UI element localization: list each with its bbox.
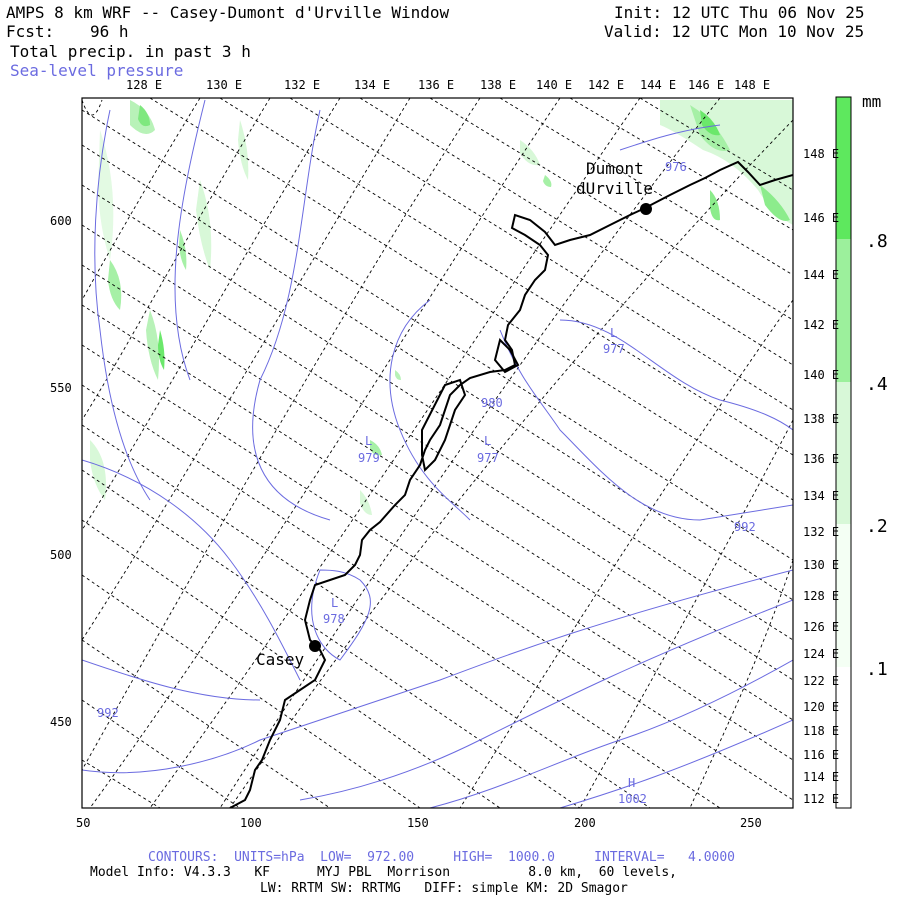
left-axis-tick: 450 xyxy=(50,715,72,729)
colorbar-seg-0 xyxy=(836,667,851,808)
top-longitude-label: 146 E xyxy=(688,78,725,92)
top-longitude-label: 130 E xyxy=(206,78,243,92)
right-longitude-label: 126 E xyxy=(803,620,840,634)
station-label-dumont-line2: dUrville xyxy=(576,179,654,198)
right-longitude-label: 134 E xyxy=(803,489,840,503)
right-longitude-label: 144 E xyxy=(803,268,840,282)
plot-frame xyxy=(81,97,794,809)
right-longitude-label: 130 E xyxy=(803,558,840,572)
colorbar-level: .2 xyxy=(866,516,888,537)
isobar-label: 977 xyxy=(477,451,499,465)
top-longitude-label: 142 E xyxy=(588,78,625,92)
right-longitude-label: 136 E xyxy=(803,452,840,466)
top-longitude-label: 128 E xyxy=(126,78,163,92)
right-longitude-label: 124 E xyxy=(803,647,840,661)
top-longitude-label: 144 E xyxy=(640,78,677,92)
low-pressure-marker: L xyxy=(365,434,373,448)
top-longitude-label: 140 E xyxy=(536,78,573,92)
right-longitude-label: 128 E xyxy=(803,589,840,603)
colorbar-level: .4 xyxy=(866,374,888,395)
isobar-label: 992 xyxy=(97,706,119,720)
forecast-label: Fcst: xyxy=(6,22,55,41)
right-longitude-label: 132 E xyxy=(803,525,840,539)
plot-title: AMPS 8 km WRF -- Casey-Dumont d'Urville … xyxy=(6,3,450,22)
right-longitude-label: 116 E xyxy=(803,748,840,762)
high-pressure-marker: H xyxy=(628,776,636,790)
bottom-axis-tick: 200 xyxy=(574,816,596,830)
low-pressure-marker: L xyxy=(610,326,618,340)
low-pressure-marker: L xyxy=(484,434,492,448)
colorbar-seg-02 xyxy=(836,382,851,524)
isobars xyxy=(82,99,793,808)
init-time: Init: 12 UTC Thu 06 Nov 25 xyxy=(614,3,865,22)
top-longitude-label: 148 E xyxy=(734,78,771,92)
bottom-axis-tick: 250 xyxy=(740,816,762,830)
isobar-label: 978 xyxy=(323,612,345,626)
station-marker-casey xyxy=(309,640,321,652)
right-longitude-label: 122 E xyxy=(803,674,840,688)
top-longitude-label: 134 E xyxy=(354,78,391,92)
colorbar-seg-04 xyxy=(836,239,851,382)
colorbar-seg-01 xyxy=(836,524,851,667)
colorbar-level: .8 xyxy=(866,231,888,252)
valid-time: Valid: 12 UTC Mon 10 Nov 25 xyxy=(604,22,865,41)
isobar-label: 979 xyxy=(358,451,380,465)
left-axis-tick: 550 xyxy=(50,381,72,395)
low-pressure-marker: L xyxy=(331,596,339,610)
isobar-label: 977 xyxy=(603,342,625,356)
forecast-hour: 96 h xyxy=(90,22,129,41)
bottom-axis-tick: 50 xyxy=(76,816,91,830)
physics-info: LW: RRTM SW: RRTMG DIFF: simple KM: 2D S… xyxy=(260,881,628,896)
latlon-grid xyxy=(82,98,793,808)
isobar-label: 980 xyxy=(481,396,503,410)
contours-info: CONTOURS: UNITS=hPa LOW= 972.00 HIGH= 10… xyxy=(148,850,735,865)
model-info: Model Info: V4.3.3 KF MYJ PBL Morrison 8… xyxy=(90,865,677,880)
colorbar-seg-08 xyxy=(836,97,851,239)
colorbar-units: mm xyxy=(862,92,882,111)
right-longitude-label: 114 E xyxy=(803,770,840,784)
isobar-label: 976 xyxy=(665,160,687,174)
isobar-label: 1002 xyxy=(618,792,647,806)
right-longitude-label: 148 E xyxy=(803,147,840,161)
bottom-axis-tick: 150 xyxy=(407,816,429,830)
colorbar-level: .1 xyxy=(866,659,888,680)
station-label-dumont: Dumont xyxy=(586,159,644,178)
coastline xyxy=(229,160,793,808)
colorbar xyxy=(835,96,852,809)
right-longitude-label: 120 E xyxy=(803,700,840,714)
right-longitude-label: 142 E xyxy=(803,318,840,332)
colorbar-frame xyxy=(835,96,852,809)
top-longitude-label: 138 E xyxy=(480,78,517,92)
right-longitude-label: 140 E xyxy=(803,368,840,382)
top-longitude-label: 132 E xyxy=(284,78,321,92)
left-axis-tick: 500 xyxy=(50,548,72,562)
precip-shading xyxy=(90,100,793,515)
field-slp-label: Sea-level pressure xyxy=(10,61,184,80)
field-precip-label: Total precip. in past 3 h xyxy=(10,42,251,61)
right-longitude-label: 146 E xyxy=(803,211,840,225)
station-marker-dumont xyxy=(640,203,652,215)
station-label-casey: Casey xyxy=(256,650,305,669)
isobar-label: 992 xyxy=(734,520,756,534)
right-longitude-label: 118 E xyxy=(803,724,840,738)
left-axis-tick: 600 xyxy=(50,214,72,228)
right-longitude-label: 112 E xyxy=(803,792,840,806)
top-longitude-label: 136 E xyxy=(418,78,455,92)
bottom-axis-tick: 100 xyxy=(240,816,262,830)
right-longitude-label: 138 E xyxy=(803,412,840,426)
